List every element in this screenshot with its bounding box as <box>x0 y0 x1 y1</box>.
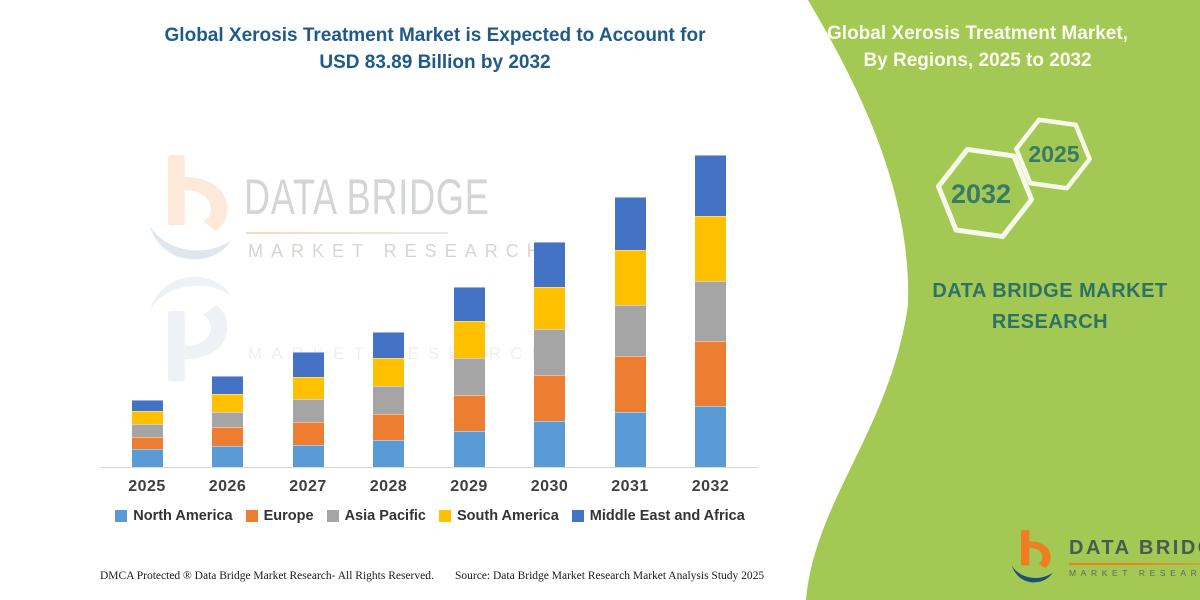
bar-2030-north-america-segment <box>534 420 565 467</box>
bar-2025-south-america-segment <box>131 411 163 424</box>
bar-2026-europe-segment <box>212 427 243 447</box>
bar-2028-middle-east-and-africa-segment <box>373 331 404 359</box>
hexagon-2025-icon <box>1014 117 1092 191</box>
bar-2032-north-america-segment <box>695 406 726 467</box>
company-logo: DATA BRIDGE MARKET RESEARCH <box>1008 528 1200 586</box>
bar-2028-europe-segment <box>373 413 404 441</box>
bar-2026-north-america-segment <box>212 446 243 467</box>
chart-title: Global Xerosis Treatment Market is Expec… <box>95 22 775 76</box>
bar-2027-middle-east-and-africa-segment <box>292 352 324 378</box>
bar-2029-north-america-segment <box>453 431 485 467</box>
watermark-divider <box>246 232 448 234</box>
x-axis-label-2025: 2025 <box>128 478 166 495</box>
legend-label-north-america: North America <box>133 508 233 524</box>
bar-2029-europe-segment <box>453 395 485 432</box>
bar-2031-south-america-segment <box>614 249 646 305</box>
watermark-brand-text: DATA BRIDGE <box>244 168 490 226</box>
bar-2027-europe-segment <box>292 422 324 446</box>
x-axis-label-2028: 2028 <box>369 478 408 495</box>
bar-2032-asia-pacific-segment <box>695 280 726 342</box>
logo-name: DATA BRIDGE <box>1069 536 1200 559</box>
bar-2028-asia-pacific-segment <box>373 386 404 414</box>
panel-brand-line1: DATA BRIDGE MARKET <box>932 280 1168 302</box>
legend-label-south-america: South America <box>457 508 559 524</box>
legend-label-europe: Europe <box>263 508 314 524</box>
bar-2026-middle-east-and-africa-segment <box>212 375 243 395</box>
legend-label-asia-pacific: Asia Pacific <box>344 508 426 524</box>
panel-heading: Global Xerosis Treatment Market, By Regi… <box>820 20 1135 74</box>
bar-2030-europe-segment <box>534 375 565 421</box>
bar-2032-europe-segment <box>695 341 726 407</box>
legend-item-north-america: North America <box>115 508 233 524</box>
legend-swatch-asia-pacific <box>326 510 339 522</box>
panel-brand-line2: RESEARCH <box>991 311 1109 333</box>
bar-2027-asia-pacific-segment <box>292 399 324 423</box>
bar-2026-asia-pacific-segment <box>212 412 243 428</box>
bar-2025-north-america-segment <box>131 449 163 467</box>
copyright-text: DMCA Protected ® Data Bridge Market Rese… <box>100 570 434 582</box>
bar-2029-asia-pacific-segment <box>453 358 485 396</box>
bar-2028-north-america-segment <box>373 440 404 467</box>
legend-swatch-north-america <box>115 510 128 522</box>
watermark-sub-text: MARKET RESEARCH <box>248 241 548 261</box>
legend-item-asia-pacific: Asia Pacific <box>326 508 426 524</box>
logo-divider <box>1069 562 1200 565</box>
bar-2027-south-america-segment <box>292 377 324 400</box>
logo-subtitle: MARKET RESEARCH <box>1069 567 1200 578</box>
bar-2029-south-america-segment <box>453 321 485 358</box>
bar-2031-asia-pacific-segment <box>614 304 646 357</box>
legend-item-middle-east-and-africa: Middle East and Africa <box>571 508 745 524</box>
bar-2025-asia-pacific-segment <box>131 423 163 437</box>
watermark: DATA BRIDGE MARKET RESEARCH MARKET RESEA… <box>140 148 570 408</box>
bar-2030-asia-pacific-segment <box>534 328 565 376</box>
legend-item-europe: Europe <box>245 508 314 524</box>
source-text: Source: Data Bridge Market Research Mark… <box>455 570 765 582</box>
hexagon-2032-icon <box>935 146 1035 240</box>
bar-2031-north-america-segment <box>614 411 646 467</box>
bar-2030-middle-east-and-africa-segment <box>534 241 565 287</box>
bar-2030-south-america-segment <box>534 286 565 329</box>
watermark-logo-icon <box>149 154 232 382</box>
logo-glyph-icon <box>1011 530 1053 583</box>
bar-2031-europe-segment <box>614 356 646 412</box>
x-axis-label-2027: 2027 <box>289 478 327 495</box>
chart-title-line1: Global Xerosis Treatment Market is Expec… <box>164 25 706 46</box>
bar-2025-europe-segment <box>131 436 163 450</box>
bar-2029-middle-east-and-africa-segment <box>453 286 485 322</box>
legend-swatch-middle-east-and-africa <box>571 510 584 522</box>
bar-2027-north-america-segment <box>292 445 324 467</box>
hexagon-year-2032: 2032 <box>951 179 1011 209</box>
panel-brand-text: DATA BRIDGE MARKET RESEARCH <box>905 276 1195 338</box>
bar-2031-middle-east-and-africa-segment <box>614 196 646 250</box>
legend-swatch-south-america <box>439 510 451 522</box>
legend-label-middle-east-and-africa: Middle East and Africa <box>589 508 745 524</box>
bar-2028-south-america-segment <box>373 358 404 387</box>
x-axis-line <box>100 467 758 468</box>
footer: DMCA Protected ® Data Bridge Market Rese… <box>0 570 790 590</box>
legend-swatch-europe <box>245 510 258 522</box>
bar-2025-middle-east-and-africa-segment <box>131 399 163 412</box>
logo-text: DATA BRIDGE MARKET RESEARCH <box>1069 537 1200 578</box>
x-axis-label-2029: 2029 <box>450 478 488 495</box>
x-axis-label-2026: 2026 <box>208 478 247 495</box>
bar-2032-middle-east-and-africa-segment <box>695 154 726 216</box>
x-axis-label-2030: 2030 <box>530 478 569 495</box>
legend-item-south-america: South America <box>439 508 559 524</box>
chart-title-line2: USD 83.89 Billion by 2032 <box>319 52 551 73</box>
x-axis-label-2032: 2032 <box>691 478 730 495</box>
x-axis-label-2031: 2031 <box>611 478 649 495</box>
chart-legend: North America Europe Asia Pacific South Ame… <box>90 508 770 524</box>
bar-2032-south-america-segment <box>695 215 726 281</box>
hexagon-year-2025: 2025 <box>1028 141 1079 167</box>
panel-heading-line1: Global Xerosis Treatment Market, <box>827 23 1128 44</box>
bar-2026-south-america-segment <box>212 394 243 413</box>
panel-heading-line2: By Regions, 2025 to 2032 <box>863 50 1092 71</box>
